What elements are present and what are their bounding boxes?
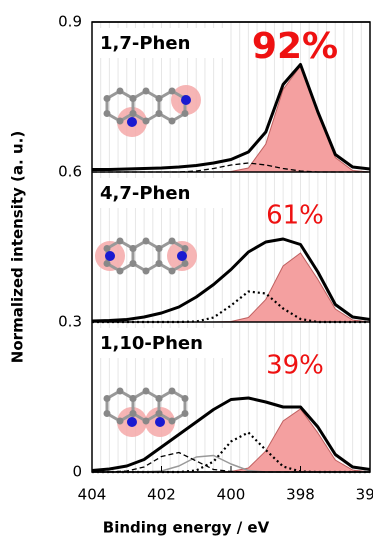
- molecule-icon: [104, 388, 189, 438]
- atom: [181, 260, 188, 267]
- atom: [130, 95, 137, 102]
- x-tick-label: 398: [286, 486, 315, 504]
- atom: [156, 110, 163, 117]
- y-tick-label: 0.9: [58, 13, 82, 31]
- atom: [156, 260, 163, 267]
- atom: [104, 260, 111, 267]
- nitrogen-atom: [105, 251, 115, 261]
- percent-label: 39%: [266, 351, 324, 381]
- atom: [156, 245, 163, 252]
- ring: [133, 391, 159, 421]
- atom: [117, 268, 124, 275]
- nitrogen-atom: [127, 417, 137, 427]
- atom: [143, 88, 150, 95]
- nitrogen-atom: [155, 417, 165, 427]
- molecule-icon: [95, 238, 197, 275]
- panel-label: 1,10-Phen: [100, 333, 203, 354]
- y-axis-label: Normalized intensity (a. u.): [9, 131, 27, 363]
- ring: [133, 91, 159, 121]
- atom: [104, 95, 111, 102]
- atom: [117, 238, 124, 245]
- atom: [143, 418, 150, 425]
- atom: [156, 95, 163, 102]
- percent-label: 92%: [252, 26, 338, 67]
- nitrogen-atom: [127, 117, 137, 127]
- x-tick-label: 400: [217, 486, 246, 504]
- panel-label: 4,7-Phen: [100, 183, 190, 204]
- x-axis-label: Binding energy / eV: [103, 519, 270, 537]
- nitrogen-atom: [177, 251, 187, 261]
- x-tick-label: 404: [78, 486, 107, 504]
- atom: [104, 395, 111, 402]
- atom: [104, 410, 111, 417]
- atom: [143, 238, 150, 245]
- chart: Binding energy / eV Normalized intensity…: [0, 0, 373, 539]
- atom: [181, 245, 188, 252]
- x-tick-label: 402: [147, 486, 176, 504]
- atom: [169, 238, 176, 245]
- atom: [104, 245, 111, 252]
- panel-label: 1,7-Phen: [100, 33, 190, 54]
- x-tick-label: 396: [356, 486, 373, 504]
- atom: [104, 110, 111, 117]
- atom: [117, 418, 124, 425]
- y-tick-label: 0.6: [58, 163, 82, 181]
- atom: [130, 395, 137, 402]
- atom: [169, 118, 176, 125]
- atom: [181, 110, 188, 117]
- ring: [133, 241, 159, 271]
- atom: [181, 410, 188, 417]
- atom: [143, 118, 150, 125]
- atom: [117, 88, 124, 95]
- atom: [181, 395, 188, 402]
- atom: [156, 410, 163, 417]
- atom: [130, 410, 137, 417]
- atom: [169, 418, 176, 425]
- y-tick-label: 0.3: [58, 313, 82, 331]
- atom: [169, 268, 176, 275]
- atom: [130, 260, 137, 267]
- atom: [169, 388, 176, 395]
- atom: [130, 110, 137, 117]
- nitrogen-atom: [181, 95, 191, 105]
- atom: [143, 388, 150, 395]
- atom: [117, 388, 124, 395]
- atom: [143, 268, 150, 275]
- atom: [169, 88, 176, 95]
- atom: [117, 118, 124, 125]
- percent-label: 61%: [266, 201, 324, 231]
- atom: [156, 395, 163, 402]
- atom: [130, 245, 137, 252]
- y-tick-label: 0: [72, 463, 82, 481]
